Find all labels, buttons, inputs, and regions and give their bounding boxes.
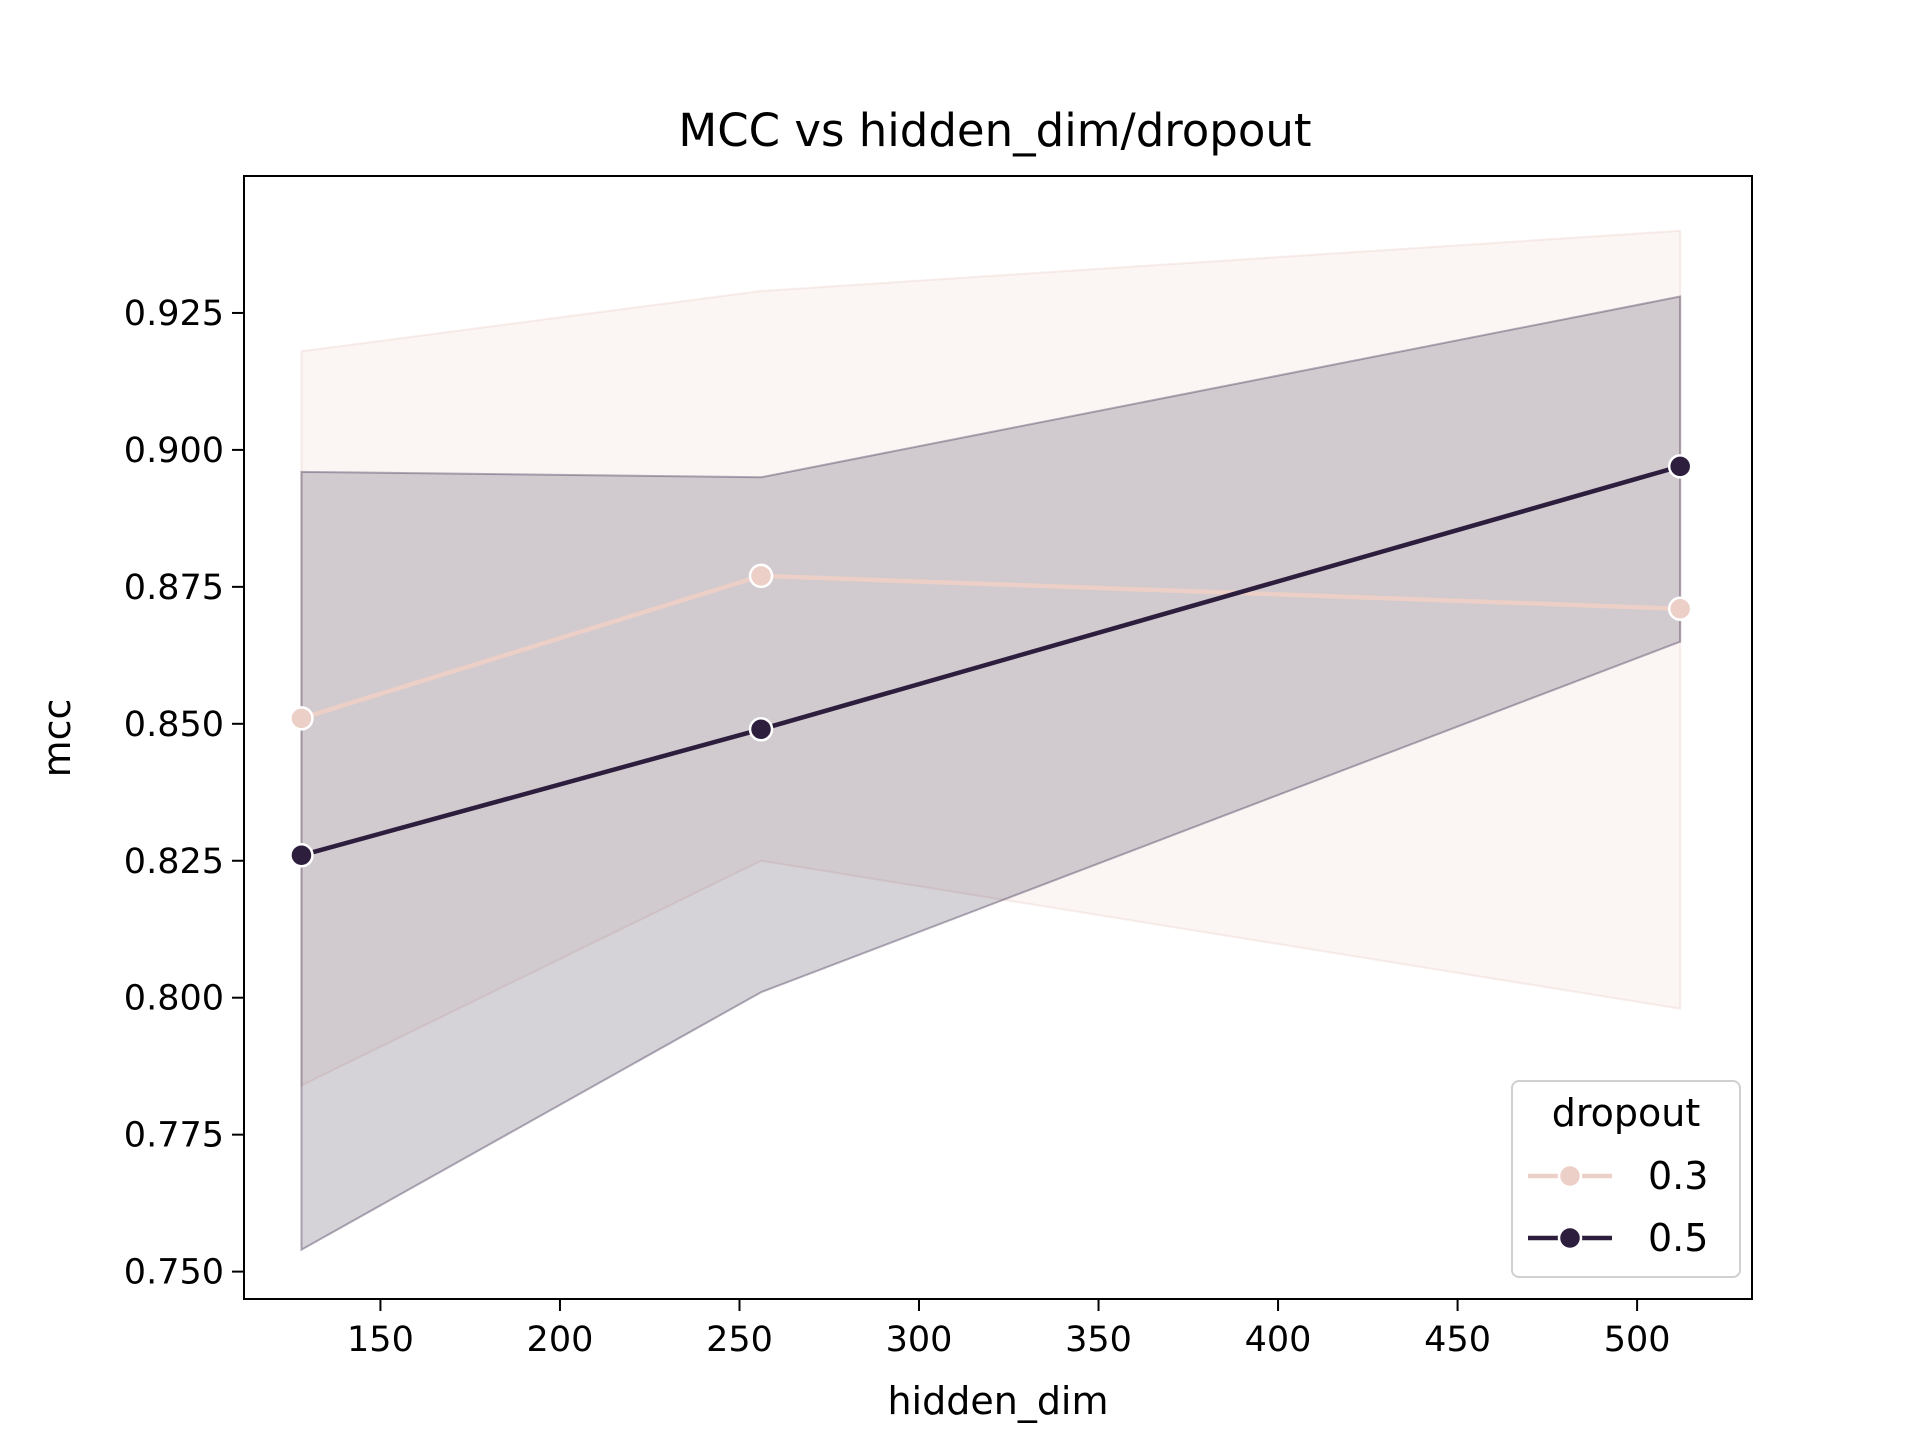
- x-tick-label: 400: [1245, 1320, 1312, 1360]
- data-point-1-0: [289, 843, 314, 868]
- x-tick-label: 150: [347, 1320, 414, 1360]
- data-point-1-2: [1667, 454, 1693, 479]
- data-point-0-0: [289, 706, 314, 731]
- confidence-bands: [300, 229, 1682, 1252]
- legend-title: dropout: [1552, 1091, 1701, 1135]
- y-tick-label: 0.875: [124, 568, 224, 608]
- x-tick-label: 500: [1604, 1320, 1671, 1360]
- y-tick-label: 0.825: [124, 842, 224, 882]
- x-axis-label: hidden_dim: [887, 1379, 1108, 1423]
- legend-label-0: 0.3: [1648, 1154, 1708, 1198]
- legend: dropout 0.3 0.5: [1511, 1080, 1741, 1278]
- series-markers: [289, 454, 1693, 868]
- plot-frame: [243, 175, 1753, 1300]
- x-axis-ticks: 150 200 250 300 350 400 450 500: [347, 1299, 1671, 1360]
- data-point-1-1: [748, 717, 774, 742]
- legend-label-1: 0.5: [1648, 1216, 1708, 1260]
- y-tick-label: 0.775: [124, 1116, 224, 1156]
- y-axis-label: mcc: [35, 699, 79, 778]
- x-tick-label: 450: [1424, 1320, 1491, 1360]
- legend-marker-1: [1557, 1225, 1583, 1251]
- y-tick-label: 0.750: [124, 1253, 224, 1293]
- y-tick-label: 0.925: [124, 294, 224, 334]
- ci-band-1: [300, 295, 1682, 1252]
- data-point-0-1: [748, 563, 774, 589]
- y-tick-label: 0.850: [124, 705, 224, 745]
- x-tick-label: 250: [706, 1320, 773, 1360]
- ci-band-0: [300, 229, 1682, 1087]
- x-tick-label: 350: [1065, 1320, 1132, 1360]
- x-tick-label: 300: [886, 1320, 953, 1360]
- x-tick-label: 200: [527, 1320, 594, 1360]
- data-point-0-2: [1667, 596, 1693, 622]
- legend-marker-0: [1557, 1163, 1583, 1189]
- chart-title: MCC vs hidden_dim/dropout: [678, 104, 1311, 157]
- y-axis-ticks: 0.750 0.775 0.800 0.825 0.850 0.875 0.900 0.925: [124, 294, 244, 1293]
- y-tick-label: 0.800: [124, 979, 224, 1019]
- y-tick-label: 0.900: [124, 431, 224, 471]
